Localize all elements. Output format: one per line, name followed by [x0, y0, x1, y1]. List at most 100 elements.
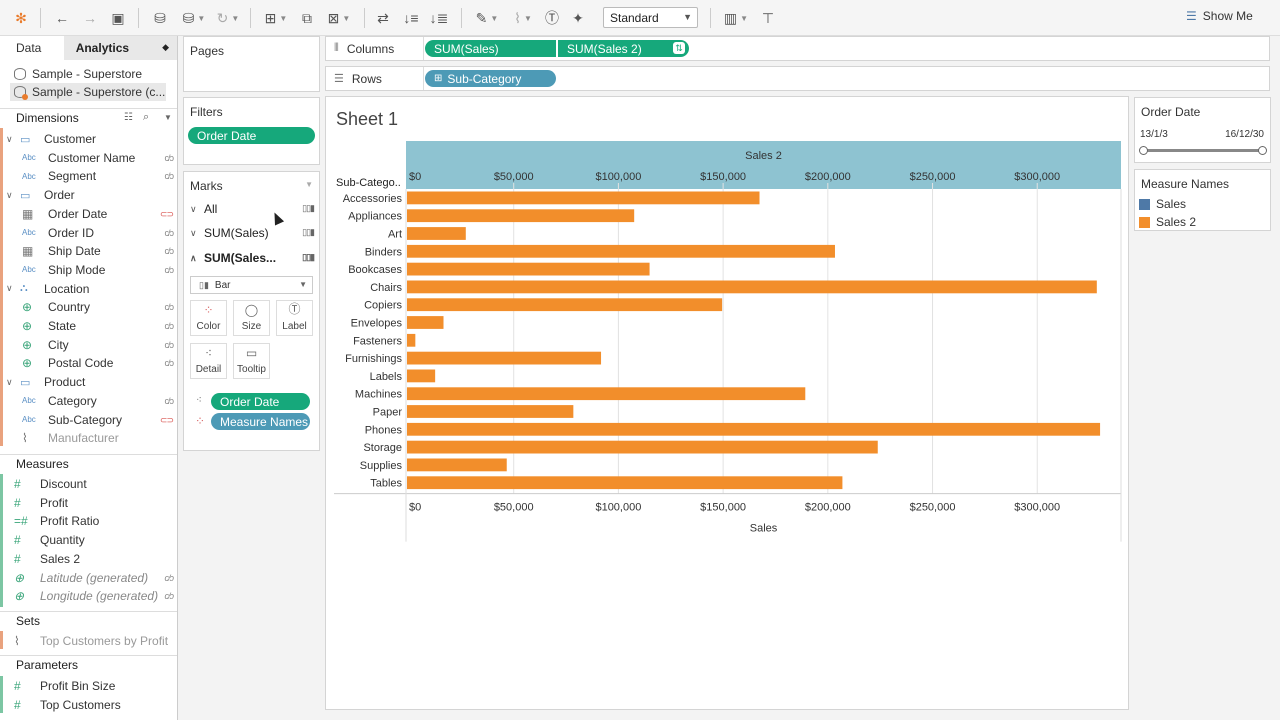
view-list-icon[interactable]: ☷ [124, 112, 133, 123]
sort-descending-icon[interactable]: ↓≣ [429, 9, 449, 26]
field-quantity[interactable]: # Quantity [0, 531, 177, 549]
group-members-icon[interactable]: ⌇ ▼ [514, 9, 532, 26]
marks-pill-measure-names[interactable]: Measure Names [211, 413, 310, 430]
show-cards-icon[interactable]: ▥ ▼ [723, 9, 749, 26]
tableau-logo-icon[interactable]: ✻ [15, 9, 27, 26]
field-latitude-generated[interactable]: ⊕ Latitude (generated) c/ɔ [0, 569, 177, 587]
columns-pill-sum-sales[interactable]: SUM(Sales) [425, 40, 556, 57]
folder-order[interactable]: ∨ ▭ Order [0, 186, 177, 204]
rows-shelf[interactable]: ☰ Rows ⊞ Sub-Category [325, 66, 1270, 91]
field-top-customers[interactable]: # Top Customers [0, 696, 177, 714]
bar[interactable] [407, 262, 650, 276]
sort-ascending-icon[interactable]: ↓≡ [403, 10, 419, 26]
range-slider-start-handle[interactable] [1139, 146, 1148, 155]
field-ship-date[interactable]: ▦ Ship Date c/ɔ [0, 242, 177, 260]
bar[interactable] [407, 369, 436, 383]
bar[interactable] [407, 227, 466, 240]
columns-pill-sum-sales-2[interactable]: SUM(Sales 2) ⇅ [558, 40, 689, 57]
field-city[interactable]: ⊕ City c/ɔ [0, 336, 177, 354]
bar[interactable] [407, 316, 444, 329]
size-button[interactable]: ◯ Size [233, 300, 270, 336]
field-category[interactable]: Abc Category c/ɔ [0, 392, 177, 410]
search-icon[interactable]: ⌕ [143, 111, 150, 123]
folder-location[interactable]: ∨ ⛬ Location [0, 280, 177, 298]
datasource-options-icon[interactable]: ⛁ ▼ [182, 9, 206, 26]
legend-item-sales-2[interactable]: Sales 2 [1139, 214, 1196, 230]
show-mark-labels-icon[interactable]: Ⓣ [545, 10, 559, 26]
range-slider-track[interactable] [1143, 149, 1263, 152]
refresh-icon[interactable]: ↻ ▼ [216, 9, 240, 26]
rows-pill-sub-category[interactable]: ⊞ Sub-Category [425, 70, 556, 87]
datasource-item-selected[interactable]: Sample - Superstore (c... [10, 83, 166, 101]
save-icon[interactable]: ▣ [111, 9, 125, 26]
bar[interactable] [407, 351, 602, 365]
range-slider-end-handle[interactable] [1258, 146, 1267, 155]
highlight-icon[interactable]: ✎ ▼ [475, 9, 499, 26]
field-profit-bin-size[interactable]: # Profit Bin Size [0, 677, 177, 695]
filter-pill-order-date[interactable]: Order Date [188, 127, 315, 144]
field-discount[interactable]: # Discount [0, 475, 177, 493]
field-sales-2[interactable]: # Sales 2 [0, 550, 177, 568]
tab-analytics[interactable]: Analytics ◆ [63, 36, 177, 60]
field-sub-category[interactable]: Abc Sub-Category ⊂⊃ [0, 411, 177, 429]
fix-axes-icon[interactable]: ✦ [572, 9, 584, 26]
marks-pill-order-date[interactable]: Order Date [211, 393, 310, 410]
field-ship-mode[interactable]: Abc Ship Mode c/ɔ [0, 261, 177, 279]
bar[interactable] [407, 298, 723, 312]
field-profit[interactable]: # Profit [0, 494, 177, 512]
field-top-customers-by-profit[interactable]: ⌇ Top Customers by Profit [0, 632, 177, 650]
tab-data[interactable]: Data [0, 36, 64, 60]
legend-item-sales[interactable]: Sales [1139, 196, 1186, 212]
chevron-down-icon[interactable]: ▼ [164, 113, 172, 122]
folder-product[interactable]: ∨ ▭ Product [0, 373, 177, 391]
sheet-title[interactable]: Sheet 1 [336, 109, 399, 129]
clear-sheet-icon[interactable]: ⊠ ▼ [327, 9, 351, 26]
field-state[interactable]: ⊕ State c/ɔ [0, 317, 177, 335]
field-longitude-generated[interactable]: ⊕ Longitude (generated) c/ɔ [0, 587, 177, 605]
folder-customer[interactable]: ∨ ▭ Customer [0, 130, 177, 148]
datasource-item[interactable]: Sample - Superstore [10, 65, 166, 83]
fit-select[interactable]: Standard ▼ [603, 7, 698, 28]
bar[interactable] [407, 280, 1097, 294]
undo-icon[interactable]: ← [55, 10, 69, 26]
tooltip-button[interactable]: ▭ Tooltip [233, 343, 270, 379]
new-datasource-icon[interactable]: ⛁ [154, 9, 166, 26]
field-country[interactable]: ⊕ Country c/ɔ [0, 298, 177, 316]
detail-button[interactable]: ⁖ Detail [190, 343, 227, 379]
redo-icon[interactable]: → [83, 10, 97, 26]
marks-row-sum-sales-2[interactable]: ∧ SUM(Sales... ▯▯▮ [190, 247, 315, 269]
marks-row-all[interactable]: ∨ All ▯▯▮ [190, 198, 315, 220]
bar[interactable] [407, 387, 806, 401]
bar[interactable] [407, 333, 416, 347]
field-order-id[interactable]: Abc Order ID c/ɔ [0, 224, 177, 242]
field-postal-code[interactable]: ⊕ Postal Code c/ɔ [0, 354, 177, 372]
label-button[interactable]: Ⓣ Label [276, 300, 313, 336]
bar[interactable] [407, 440, 878, 454]
marks-row-sum-sales[interactable]: ∨ SUM(Sales) ▯▯▮ [190, 222, 315, 244]
bar[interactable] [407, 422, 1101, 436]
mark-type-select[interactable]: ▯▮ Bar ▼ [190, 276, 313, 294]
chevron-down-icon[interactable]: ▼ [305, 180, 313, 189]
pages-card[interactable]: Pages [183, 36, 320, 92]
chevron-down-icon: ∨ [190, 203, 197, 214]
bar[interactable] [407, 458, 507, 472]
field-profit-ratio[interactable]: =# Profit Ratio [0, 512, 177, 530]
field-segment[interactable]: Abc Segment c/ɔ [0, 167, 177, 185]
show-me-button[interactable]: ☰ Show Me [1186, 9, 1253, 23]
color-button[interactable]: ⁘ Color [190, 300, 227, 336]
filters-card[interactable]: Filters Order Date [183, 97, 320, 165]
field-manufacturer[interactable]: ⌇ Manufacturer [0, 429, 177, 447]
field-order-date[interactable]: ▦ Order Date ⊂⊃ [0, 205, 177, 223]
bar[interactable] [407, 405, 574, 418]
duplicate-sheet-icon[interactable]: ⧉ [302, 9, 312, 26]
bar[interactable] [407, 209, 635, 223]
columns-shelf[interactable]: ⦀ Columns SUM(Sales) SUM(Sales 2) ⇅ [325, 36, 1270, 61]
swap-rows-columns-icon[interactable]: ⇄ [377, 9, 389, 26]
new-worksheet-icon[interactable]: ⊞ ▼ [264, 9, 288, 26]
bar[interactable] [407, 191, 760, 205]
bar[interactable] [407, 476, 843, 490]
bar[interactable] [407, 244, 835, 258]
field-customer-name[interactable]: Abc Customer Name c/ɔ [0, 149, 177, 167]
presentation-mode-icon[interactable]: ⊤ [761, 9, 775, 26]
legend-swatch [1139, 216, 1150, 228]
